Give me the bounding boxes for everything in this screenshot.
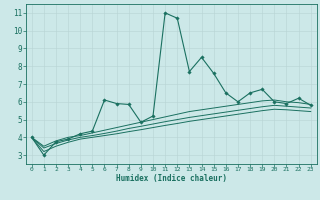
X-axis label: Humidex (Indice chaleur): Humidex (Indice chaleur) (116, 174, 227, 183)
